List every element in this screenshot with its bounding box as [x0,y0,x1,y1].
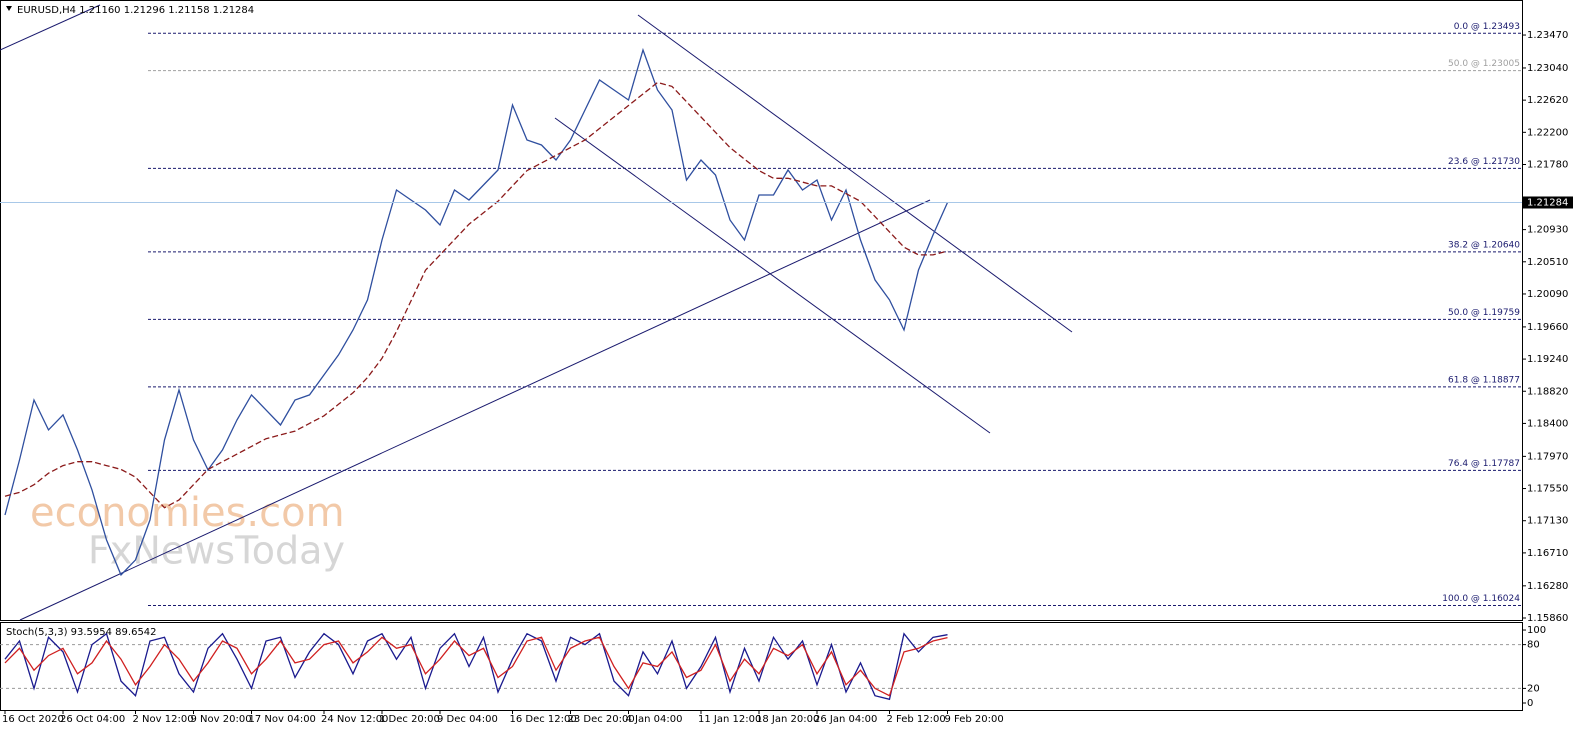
y-tick-label: 1.15860 [1527,613,1568,624]
trend-line [19,199,931,621]
y-tick-label: 1.23470 [1527,30,1568,41]
fib-label: 23.6 @ 1.21730 [1448,157,1520,167]
y-tick-label: 1.17550 [1527,484,1568,495]
last-price-box [1523,196,1573,209]
y-tick-label: 1.20510 [1527,257,1568,268]
y-tick-label: 1.18400 [1527,418,1568,429]
x-tick-label: 9 Dec 04:00 [437,714,498,725]
fib-label: 50.0 @ 1.23005 [1448,59,1520,69]
x-tick-label: 2 Feb 12:00 [887,714,946,725]
y-tick-label: 100 [1527,625,1546,636]
series-line [4,632,948,701]
x-tick-label: 23 Dec 20:00 [568,714,635,725]
x-tick-label: 11 Jan 12:00 [698,714,761,725]
series-line [4,81,948,509]
fib-label: 50.0 @ 1.19759 [1448,308,1520,318]
x-tick-label: 4 Jan 04:00 [626,714,683,725]
fib-label: 100.0 @ 1.16024 [1442,594,1520,604]
fib-label: 38.2 @ 1.20640 [1448,240,1520,250]
y-tick-label: 20 [1527,683,1540,694]
x-tick-label: 24 Nov 12:00 [321,714,388,725]
watermark: economies.com [30,490,345,536]
x-tick-label: 18 Jan 20:00 [756,714,819,725]
y-tick-label: 80 [1527,640,1540,651]
y-tick-label: 1.19660 [1527,322,1568,333]
menu-arrow[interactable] [6,6,12,11]
y-tick-label: 0 [1527,698,1533,709]
price-frame [0,0,1523,621]
x-tick-label: 1 Dec 20:00 [379,714,440,725]
series-line [4,636,948,697]
trend-lines [0,4,1073,621]
x-tick-label: 9 Feb 20:00 [945,714,1004,725]
y-tick-label: 1.20090 [1527,289,1568,300]
x-tick-label: 17 Nov 04:00 [249,714,316,725]
indicator-title: Stoch(5,3,3) 93.5954 89.6542 [6,627,157,638]
trend-line [0,4,101,51]
x-tick-label: 2 Nov 12:00 [133,714,194,725]
channel-line [554,117,991,434]
y-tick-label: 1.18820 [1527,386,1568,397]
y-tick-label: 1.16280 [1527,581,1568,592]
series-line [4,47,949,577]
x-tick-label: 16 Dec 12:00 [510,714,577,725]
chart-header: EURUSD,H4 1.21160 1.21296 1.21158 1.2128… [17,5,254,16]
channel-line [637,14,1073,333]
watermark: FxNewsToday [88,529,345,573]
y-tick-label: 1.22200 [1527,127,1568,138]
y-tick-label: 1.23040 [1527,63,1568,74]
x-tick-label: 26 Oct 04:00 [60,714,125,725]
fib-label: 61.8 @ 1.18877 [1448,375,1520,385]
y-tick-label: 1.22620 [1527,95,1568,106]
x-tick-label: 16 Oct 2020 [2,714,64,725]
fib-label: 76.4 @ 1.17787 [1448,459,1520,469]
y-tick-label: 1.21780 [1527,159,1568,170]
x-tick-label: 26 Jan 04:00 [814,714,877,725]
fib-label: 0.0 @ 1.23493 [1454,22,1520,32]
y-tick-label: 1.17970 [1527,451,1568,462]
y-tick-label: 1.16710 [1527,548,1568,559]
stoch-frame [0,622,1523,711]
y-tick-label: 1.19240 [1527,354,1568,365]
y-tick-label: 1.17130 [1527,516,1568,527]
x-tick-label: 9 Nov 20:00 [191,714,252,725]
y-tick-label: 1.20930 [1527,225,1568,236]
last-price-label: 1.21284 [1527,197,1568,208]
